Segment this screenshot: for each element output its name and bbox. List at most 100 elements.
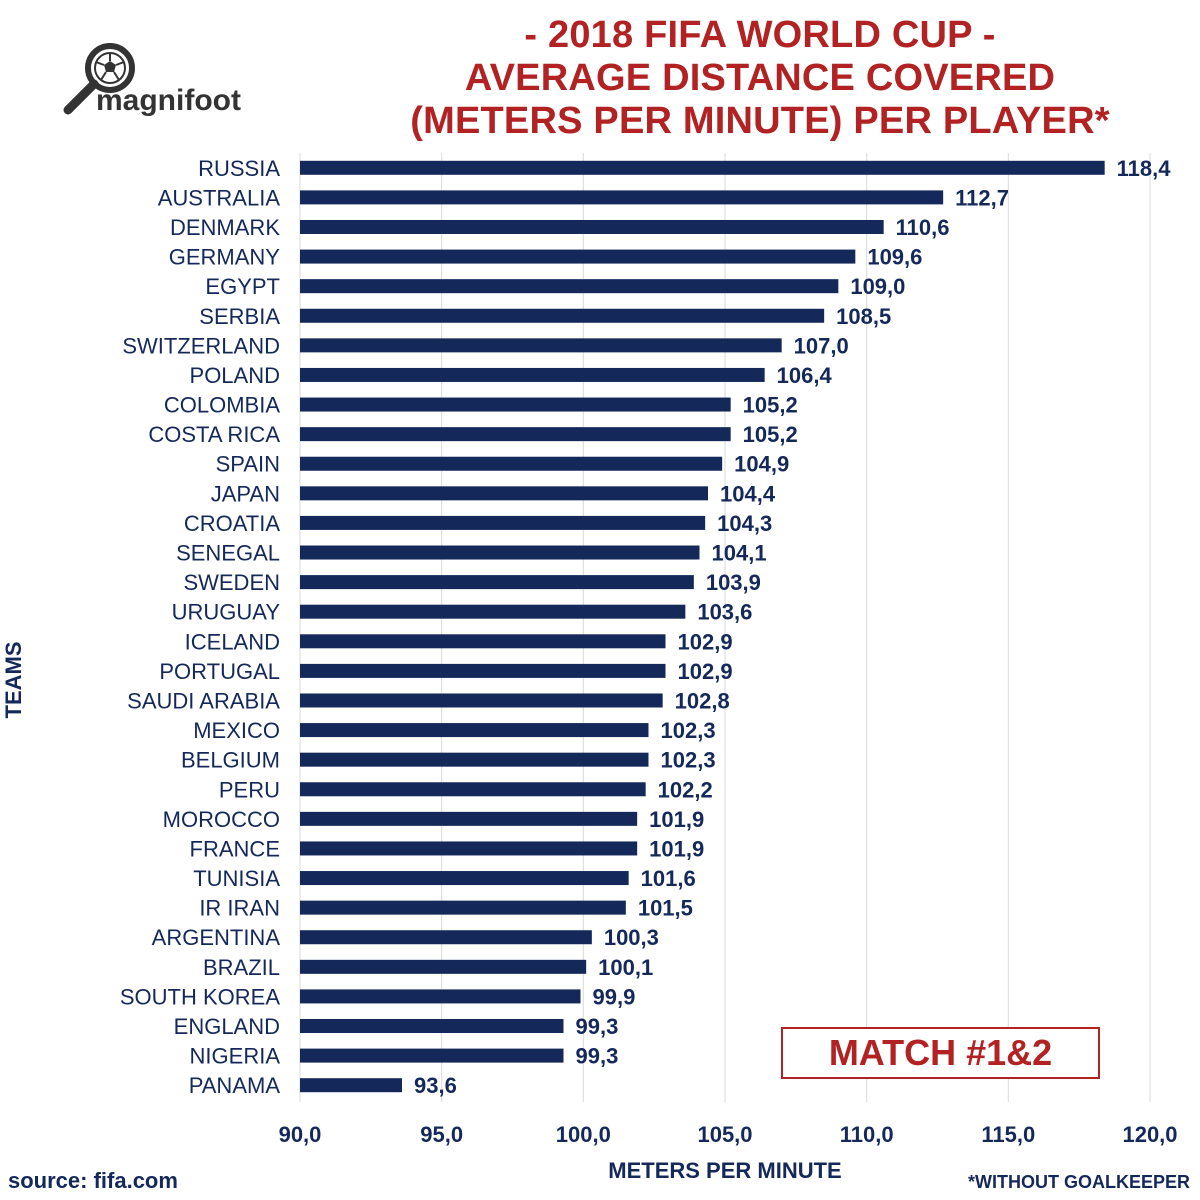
bar <box>300 959 587 974</box>
bar <box>300 279 839 294</box>
value-label: 102,8 <box>675 688 730 713</box>
category-label: SOUTH KOREA <box>120 984 280 1009</box>
bar <box>300 871 629 886</box>
bar <box>300 782 646 797</box>
x-tick-label: 115,0 <box>981 1122 1035 1147</box>
category-labels: RUSSIA AUSTRALIA DENMARK GERMANY EGYPT SERBIA… <box>120 156 280 1098</box>
value-label: 105,2 <box>743 422 798 447</box>
value-label: 101,9 <box>649 807 704 832</box>
value-label: 101,6 <box>641 866 696 891</box>
bar <box>300 930 592 945</box>
magnifier-ball-logo-icon <box>63 43 135 115</box>
bar <box>300 486 708 501</box>
bar <box>300 308 825 323</box>
category-label: EGYPT <box>205 274 280 299</box>
x-tick-labels: 90,0 95,0 100,0 105,0 110,0 115,0 120,0 <box>279 1122 1178 1147</box>
bar <box>300 900 626 915</box>
value-label: 102,9 <box>678 629 733 654</box>
bar <box>300 397 731 412</box>
value-label: 102,3 <box>661 718 716 743</box>
bar <box>300 989 581 1004</box>
x-tick-label: 100,0 <box>556 1122 611 1147</box>
bar <box>300 249 856 264</box>
category-label: ENGLAND <box>174 1014 280 1039</box>
x-tick-label: 120,0 <box>1122 1122 1177 1147</box>
category-label: TUNISIA <box>193 866 280 891</box>
bar <box>300 575 694 590</box>
bar <box>300 545 700 560</box>
value-label: 109,6 <box>867 245 922 270</box>
value-label: 100,3 <box>604 925 659 950</box>
x-axis-label: METERS PER MINUTE <box>608 1158 842 1183</box>
category-label: SAUDI ARABIA <box>127 688 280 713</box>
value-label: 112,7 <box>955 185 1009 210</box>
bar <box>300 723 649 738</box>
category-label: JAPAN <box>211 481 280 506</box>
grid-lines <box>299 153 1151 1102</box>
source-note: source: fifa.com <box>8 1168 178 1193</box>
bar <box>300 427 731 442</box>
value-label: 102,9 <box>678 659 733 684</box>
value-label: 106,4 <box>777 363 833 388</box>
bar <box>300 190 944 205</box>
category-label: RUSSIA <box>198 156 280 181</box>
category-label: ICELAND <box>185 629 280 654</box>
value-label: 104,1 <box>712 541 767 566</box>
category-label: SERBIA <box>199 304 280 329</box>
bar <box>300 219 884 234</box>
value-label: 104,3 <box>717 511 772 536</box>
category-label: POLAND <box>190 363 280 388</box>
value-label: 101,5 <box>638 896 693 921</box>
x-tick-label: 90,0 <box>279 1122 322 1147</box>
category-label: NIGERIA <box>190 1044 281 1069</box>
category-label: SWEDEN <box>183 570 280 595</box>
category-label: DENMARK <box>170 215 280 240</box>
chart-title: - 2018 FIFA WORLD CUP - AVERAGE DISTANCE… <box>330 14 1190 143</box>
category-label: COSTA RICA <box>148 422 280 447</box>
bar <box>300 515 706 530</box>
category-label: SWITZERLAND <box>122 333 280 358</box>
bar <box>300 604 686 619</box>
category-label: GERMANY <box>169 245 281 270</box>
value-label: 110,6 <box>896 215 950 240</box>
title-line-2: AVERAGE DISTANCE COVERED <box>464 57 1056 99</box>
category-label: SENEGAL <box>176 541 280 566</box>
match-badge: MATCH #1&2 <box>781 1027 1100 1079</box>
x-tick-label: 95,0 <box>420 1122 463 1147</box>
category-label: BRAZIL <box>203 955 280 980</box>
category-label: PERU <box>219 777 280 802</box>
category-label: ARGENTINA <box>152 925 281 950</box>
category-label: SPAIN <box>216 452 280 477</box>
category-label: IR IRAN <box>199 896 280 921</box>
footnote: *WITHOUT GOALKEEPER <box>967 1172 1190 1192</box>
bar <box>300 1078 402 1093</box>
title-line-3: (METERS PER MINUTE) PER PLAYER* <box>410 100 1110 142</box>
category-label: PORTUGAL <box>159 659 280 684</box>
bar <box>300 456 723 471</box>
bar <box>300 634 666 649</box>
value-label: 102,3 <box>661 748 716 773</box>
category-label: AUSTRALIA <box>158 185 281 210</box>
y-axis-label: TEAMS <box>1 641 26 719</box>
title-line-1: - 2018 FIFA WORLD CUP - <box>524 14 996 56</box>
category-label: URUGUAY <box>172 600 281 625</box>
bar <box>300 338 782 353</box>
bar <box>300 693 663 708</box>
bar <box>300 841 638 856</box>
value-label: 100,1 <box>598 955 653 980</box>
bar <box>300 811 638 826</box>
category-label: MEXICO <box>193 718 280 743</box>
bar <box>300 160 1105 175</box>
value-label: 104,9 <box>734 452 789 477</box>
bar <box>300 663 666 678</box>
category-label: PANAMA <box>189 1073 281 1098</box>
value-label: 101,9 <box>649 836 704 861</box>
category-label: FRANCE <box>190 836 280 861</box>
value-label: 105,2 <box>743 393 798 418</box>
value-label: 107,0 <box>794 333 849 358</box>
category-label: COLOMBIA <box>164 393 280 418</box>
value-label: 102,2 <box>658 777 713 802</box>
category-label: MOROCCO <box>163 807 280 832</box>
